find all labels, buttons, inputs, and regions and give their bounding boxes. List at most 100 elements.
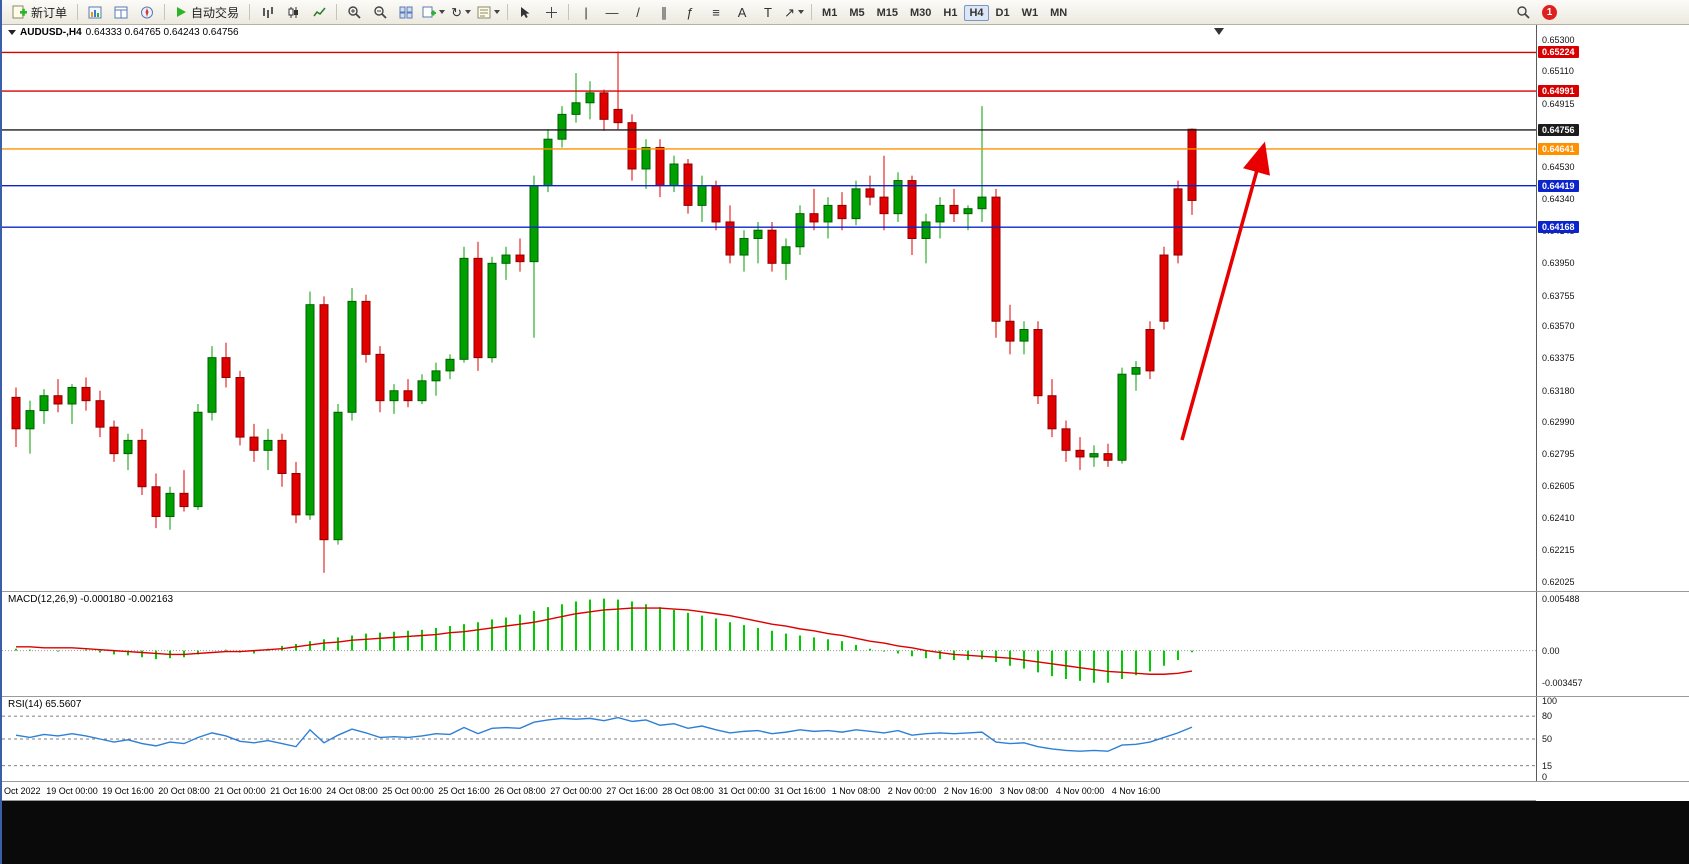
candle-body [837, 204, 847, 220]
price-panel: 0.65300 0.65110 0.64915 0.64530 0.64340 0.641… [2, 25, 1689, 592]
time-label: 28 Oct 08:00 [662, 786, 714, 796]
time-label: 25 Oct 16:00 [438, 786, 490, 796]
cursor-tool-button[interactable] [512, 1, 538, 23]
navigator-icon[interactable] [134, 1, 160, 23]
cycle-icon: ↻ [451, 4, 462, 20]
candle-body [123, 439, 133, 455]
timeframe-button-M15[interactable]: M15 [876, 7, 898, 19]
candle-body [529, 185, 539, 263]
price-tick: 0.62605 [1542, 480, 1575, 491]
candle-body [1131, 367, 1141, 375]
timeframe-button-M30[interactable]: M30 [910, 7, 932, 19]
main-chart-canvas[interactable] [2, 25, 1537, 591]
macd-canvas[interactable] [2, 592, 1537, 696]
time-label: 26 Oct 08:00 [494, 786, 546, 796]
timeframe-button-D1[interactable]: D1 [995, 7, 1010, 19]
candle-body [389, 390, 399, 402]
new-chart-button[interactable] [419, 1, 448, 23]
vertical-line-tool[interactable]: | [584, 4, 588, 20]
timeframe-button-M1[interactable]: M1 [822, 7, 838, 19]
candle-body [53, 395, 63, 405]
crosshair-icon [545, 6, 557, 18]
candle-body [851, 188, 861, 220]
candle-body [459, 257, 469, 360]
candle-body [921, 221, 931, 239]
candle-body [767, 229, 777, 264]
candle-body [1159, 254, 1169, 322]
price-line-badge: 0.64168 [1538, 221, 1579, 234]
candle-body [67, 386, 77, 405]
candle-body [193, 411, 203, 508]
text-label-tool[interactable]: T [764, 4, 772, 20]
candle-body [1033, 329, 1043, 397]
text-tool[interactable]: A [737, 4, 747, 20]
channel-tool[interactable]: ∥ [660, 4, 668, 20]
time-axis[interactable]: 18 Oct 2022 19 Oct 00:00 19 Oct 16:00 20 Oc… [2, 782, 1536, 801]
candle-body [697, 185, 707, 206]
macd-tick: 0.00 [1542, 645, 1560, 656]
price-tick: 0.63180 [1542, 385, 1575, 396]
timeframe-button-H4[interactable]: H4 [964, 5, 989, 21]
cycles-tool[interactable]: ≡ [712, 4, 720, 20]
candle-body [1061, 428, 1071, 451]
fibonacci-tool[interactable]: ƒ [677, 1, 703, 23]
line-chart-icon[interactable] [306, 1, 332, 23]
tile-windows-icon[interactable] [393, 1, 419, 23]
crosshair-tool-button[interactable] [538, 1, 564, 23]
price-line-badge: 0.64991 [1538, 85, 1579, 98]
timeframe-button-group: M1 M5 M15 M30 H1 H4 D1 W1 MN [816, 5, 1073, 21]
trendline-tool[interactable]: / [636, 4, 640, 20]
fibonacci-icon: ƒ [686, 4, 694, 20]
candle-body [375, 353, 385, 402]
chart-shift-marker[interactable] [1214, 28, 1224, 35]
toolbar-right-group: 1 [1510, 1, 1557, 23]
price-tick: 0.65300 [1542, 34, 1575, 45]
timeframe-button-MN[interactable]: MN [1050, 7, 1068, 19]
macd-label: MACD(12,26,9) -0.000180 -0.002163 [8, 594, 174, 605]
candle-body [179, 492, 189, 508]
zoom-out-icon[interactable] [367, 1, 393, 23]
candle-body [1075, 449, 1085, 458]
rsi-canvas[interactable] [2, 697, 1537, 781]
search-button[interactable] [1510, 1, 1536, 23]
trend-arrow-annotation[interactable] [1180, 141, 1270, 441]
templates-button[interactable] [474, 1, 503, 23]
time-label: 19 Oct 00:00 [46, 786, 98, 796]
candle-body [109, 426, 119, 455]
toolbar-separator [77, 4, 79, 20]
candle-body [221, 357, 231, 379]
zoom-in-icon[interactable] [341, 1, 367, 23]
price-line-badge: 0.64641 [1538, 142, 1579, 155]
time-label: 1 Nov 08:00 [831, 786, 881, 796]
candle-body [725, 221, 735, 256]
time-label: 24 Oct 08:00 [326, 786, 378, 796]
autotrading-button[interactable]: 自动交易 [169, 1, 245, 23]
price-tick: 0.62990 [1542, 417, 1575, 428]
price-tick: 0.64915 [1542, 98, 1575, 109]
time-label: 4 Nov 16:00 [1111, 786, 1161, 796]
horizontal-line-tool[interactable]: — [605, 4, 619, 20]
timeframe-button-W1[interactable]: W1 [1021, 7, 1039, 19]
new-order-button[interactable]: 新订单 [6, 1, 73, 23]
candle-body [403, 390, 413, 402]
symbol-dropdown-icon[interactable] [8, 30, 16, 35]
market-watch-icon[interactable] [82, 1, 108, 23]
candles [11, 51, 1197, 573]
bar-chart-icon[interactable] [254, 1, 280, 23]
price-tick: 0.63755 [1542, 290, 1575, 301]
notification-badge[interactable]: 1 [1542, 4, 1557, 20]
timeframe-button-H1[interactable]: H1 [943, 7, 958, 19]
cursor-icon [521, 6, 530, 18]
profiles-button[interactable]: ↻ [448, 1, 474, 23]
candle-body [949, 204, 959, 215]
candlestick-icon[interactable] [280, 1, 306, 23]
candle-body [669, 163, 679, 187]
ohlc-values: 0.64333 0.64765 0.64243 0.64756 [85, 27, 239, 38]
candle-body [613, 108, 623, 124]
data-window-icon[interactable] [108, 1, 134, 23]
candle-body [585, 92, 595, 104]
arrows-tool[interactable]: ↗ [781, 1, 807, 23]
candle-body [487, 262, 497, 359]
timeframe-button-M5[interactable]: M5 [849, 7, 865, 19]
